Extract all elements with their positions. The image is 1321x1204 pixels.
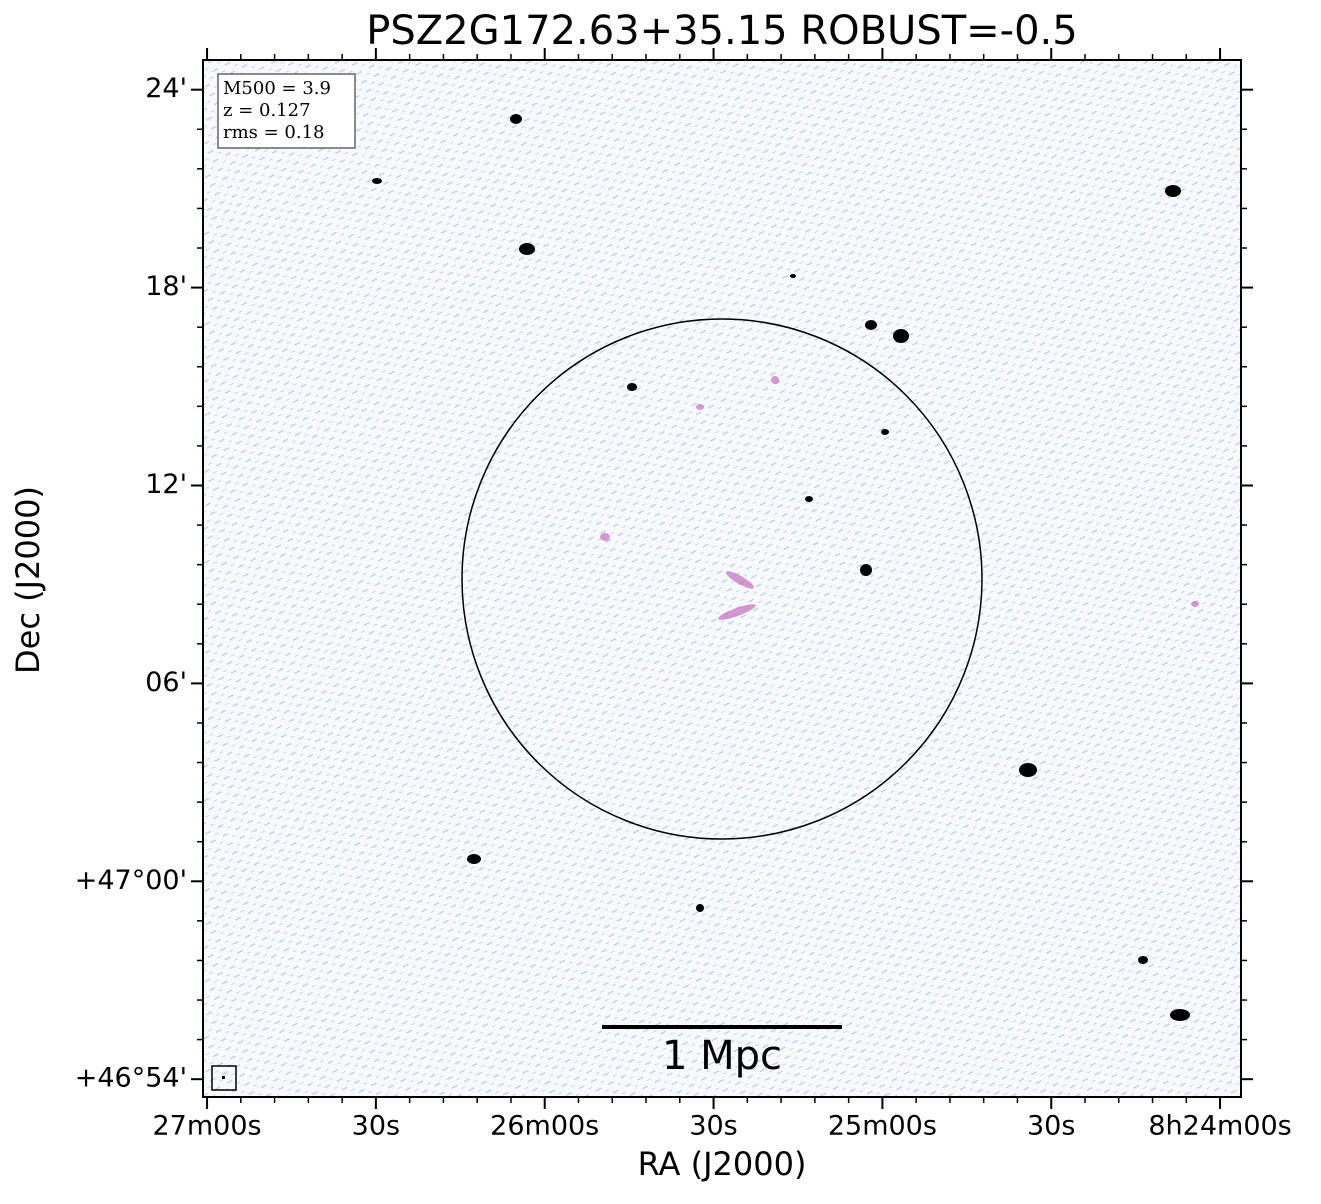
scale-bar-label: 1 Mpc — [662, 1033, 782, 1079]
y-tick-label: +47°00' — [75, 865, 187, 896]
radio-sources — [372, 114, 1199, 1021]
chart-title: PSZ2G172.63+35.15 ROBUST=-0.5 — [366, 8, 1077, 54]
r500-circle — [461, 318, 983, 840]
radio-image — [203, 60, 1241, 1097]
y-tick-label: +46°54' — [75, 1063, 187, 1094]
x-tick-label: 26m00s — [490, 1111, 599, 1142]
y-tick-label: 12' — [145, 469, 187, 500]
annotation: z = 0.127 — [223, 100, 311, 121]
info-box — [217, 73, 356, 149]
x-tick-label: 30s — [1027, 1111, 1075, 1142]
y-axis-label: Dec (J2000) — [9, 486, 47, 674]
beam — [222, 1076, 225, 1079]
y-tick-label: 06' — [145, 667, 187, 698]
x-tick-label: 8h24m00s — [1148, 1111, 1291, 1142]
y-tick-label: 18' — [145, 271, 187, 302]
y-tick-label: 24' — [145, 73, 187, 104]
beam-box — [211, 1065, 237, 1091]
x-axis-label: RA (J2000) — [638, 1145, 807, 1183]
x-tick-label: 25m00s — [828, 1111, 937, 1142]
x-tick-label: 30s — [689, 1111, 737, 1142]
x-tick-label: 27m00s — [153, 1111, 262, 1142]
annotation: rms = 0.18 — [223, 122, 325, 143]
plot-frame — [202, 59, 1242, 1098]
annotation: M500 = 3.9 — [223, 78, 331, 99]
x-tick-label: 30s — [352, 1111, 400, 1142]
